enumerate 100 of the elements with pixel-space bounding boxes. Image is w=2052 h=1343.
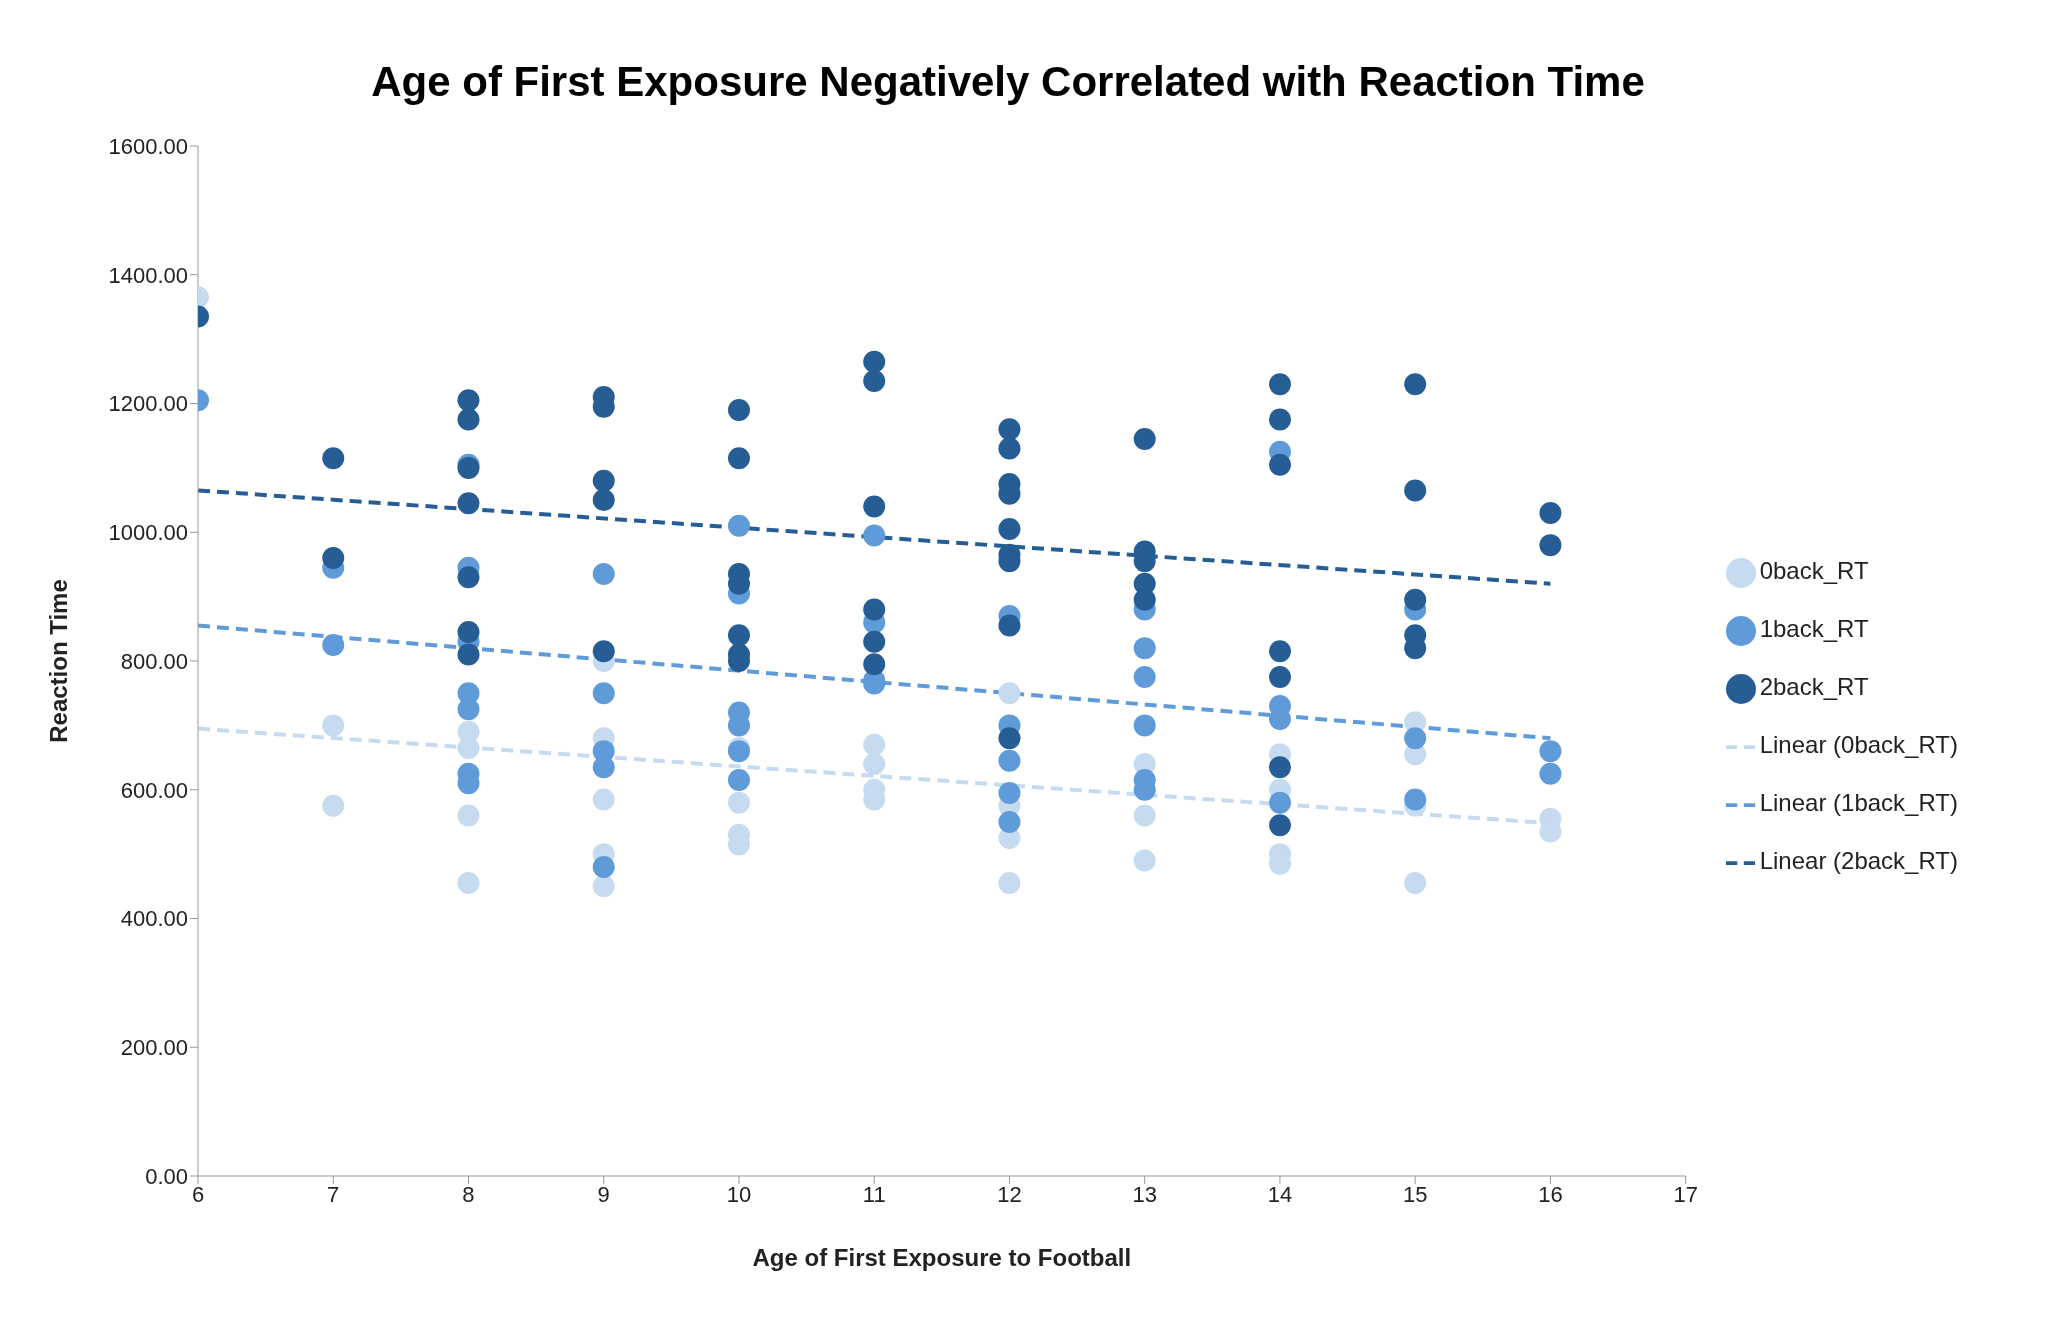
y-tick-label: 200.00 xyxy=(120,1035,188,1061)
x-tick-label: 14 xyxy=(1267,1181,1293,1207)
y-axis-title: Reaction Time xyxy=(44,579,72,743)
y-tick-label: 1200.00 xyxy=(108,391,188,417)
y-tick-label: 400.00 xyxy=(120,906,188,932)
point xyxy=(592,682,615,705)
point xyxy=(592,469,615,492)
point xyxy=(1268,408,1291,431)
y-tick-label: 800.00 xyxy=(120,648,188,674)
point xyxy=(1133,849,1156,872)
point xyxy=(457,621,480,644)
point xyxy=(592,875,615,898)
point xyxy=(998,727,1021,750)
legend-label: 0back_RT xyxy=(1759,557,1869,584)
x-tick-label: 12 xyxy=(997,1181,1022,1207)
x-tick-label: 16 xyxy=(1538,1181,1563,1207)
y-tick-label: 0.00 xyxy=(145,1163,188,1189)
point xyxy=(322,633,345,656)
point xyxy=(592,856,615,878)
point xyxy=(727,791,750,814)
point xyxy=(1268,453,1291,476)
point xyxy=(1133,804,1156,827)
point xyxy=(1133,588,1156,611)
chart-title: Age of First Exposure Negatively Correlated with Reaction Time xyxy=(370,57,1646,107)
point xyxy=(592,788,615,811)
point xyxy=(1133,427,1156,450)
point xyxy=(863,350,886,373)
point xyxy=(322,547,345,569)
point xyxy=(457,389,480,412)
point xyxy=(863,524,886,547)
point xyxy=(1268,666,1291,689)
point xyxy=(322,794,345,817)
point xyxy=(863,653,886,676)
point xyxy=(592,489,615,512)
legend-label: Linear (1back_RT) xyxy=(1759,789,1958,816)
x-tick-label: 6 xyxy=(191,1181,205,1207)
x-tick-label: 9 xyxy=(597,1181,610,1207)
point xyxy=(863,495,886,518)
y-tick-label: 1600.00 xyxy=(108,133,188,159)
point xyxy=(727,624,750,647)
point xyxy=(1539,501,1562,524)
point xyxy=(457,698,480,721)
point xyxy=(592,563,615,586)
y-tick-label: 1000.00 xyxy=(108,520,188,546)
legend-label: 1back_RT xyxy=(1759,615,1869,642)
point xyxy=(457,408,480,431)
x-tick-label: 11 xyxy=(862,1181,886,1207)
point xyxy=(1539,762,1562,785)
point xyxy=(998,682,1021,705)
point xyxy=(998,614,1021,637)
point xyxy=(1404,479,1427,502)
point xyxy=(457,492,480,515)
point xyxy=(727,769,750,792)
point xyxy=(1268,373,1291,396)
point xyxy=(863,753,886,775)
point xyxy=(1404,727,1427,750)
x-tick-label: 7 xyxy=(327,1181,340,1207)
x-axis-title: Age of First Exposure to Football xyxy=(752,1244,1132,1271)
legend-label: Linear (0back_RT) xyxy=(1759,731,1958,758)
point xyxy=(322,714,345,737)
point xyxy=(1133,714,1156,737)
point xyxy=(457,804,480,827)
legend-label: Linear (2back_RT) xyxy=(1759,847,1958,874)
point xyxy=(457,872,480,895)
point xyxy=(998,518,1021,541)
point xyxy=(1539,534,1562,557)
point xyxy=(1133,666,1156,689)
point xyxy=(727,398,750,421)
point xyxy=(998,872,1021,895)
y-tick-label: 1400.00 xyxy=(108,262,188,288)
x-tick-label: 8 xyxy=(462,1181,475,1207)
point xyxy=(998,418,1021,441)
point xyxy=(727,447,750,470)
point xyxy=(1268,756,1291,779)
point xyxy=(1404,373,1427,396)
point xyxy=(863,598,886,621)
point xyxy=(863,630,886,653)
point xyxy=(1404,872,1427,895)
point xyxy=(863,369,886,392)
point xyxy=(592,756,615,779)
x-tick-label: 13 xyxy=(1132,1181,1157,1207)
x-tick-label: 10 xyxy=(726,1181,752,1207)
point xyxy=(998,810,1021,833)
point xyxy=(457,643,480,666)
point xyxy=(1539,740,1562,763)
point xyxy=(592,640,615,663)
point xyxy=(457,566,480,589)
point xyxy=(322,447,345,470)
point xyxy=(1404,788,1427,811)
legend-label: 2back_RT xyxy=(1759,673,1869,700)
point xyxy=(998,749,1021,772)
point xyxy=(1268,814,1291,837)
x-tick-label: 15 xyxy=(1402,1181,1428,1207)
point xyxy=(863,733,886,756)
point xyxy=(998,781,1021,804)
point xyxy=(1268,640,1291,663)
point xyxy=(727,514,750,537)
point xyxy=(1404,588,1427,611)
x-tick-label: 17 xyxy=(1673,1181,1698,1207)
point xyxy=(998,437,1021,460)
